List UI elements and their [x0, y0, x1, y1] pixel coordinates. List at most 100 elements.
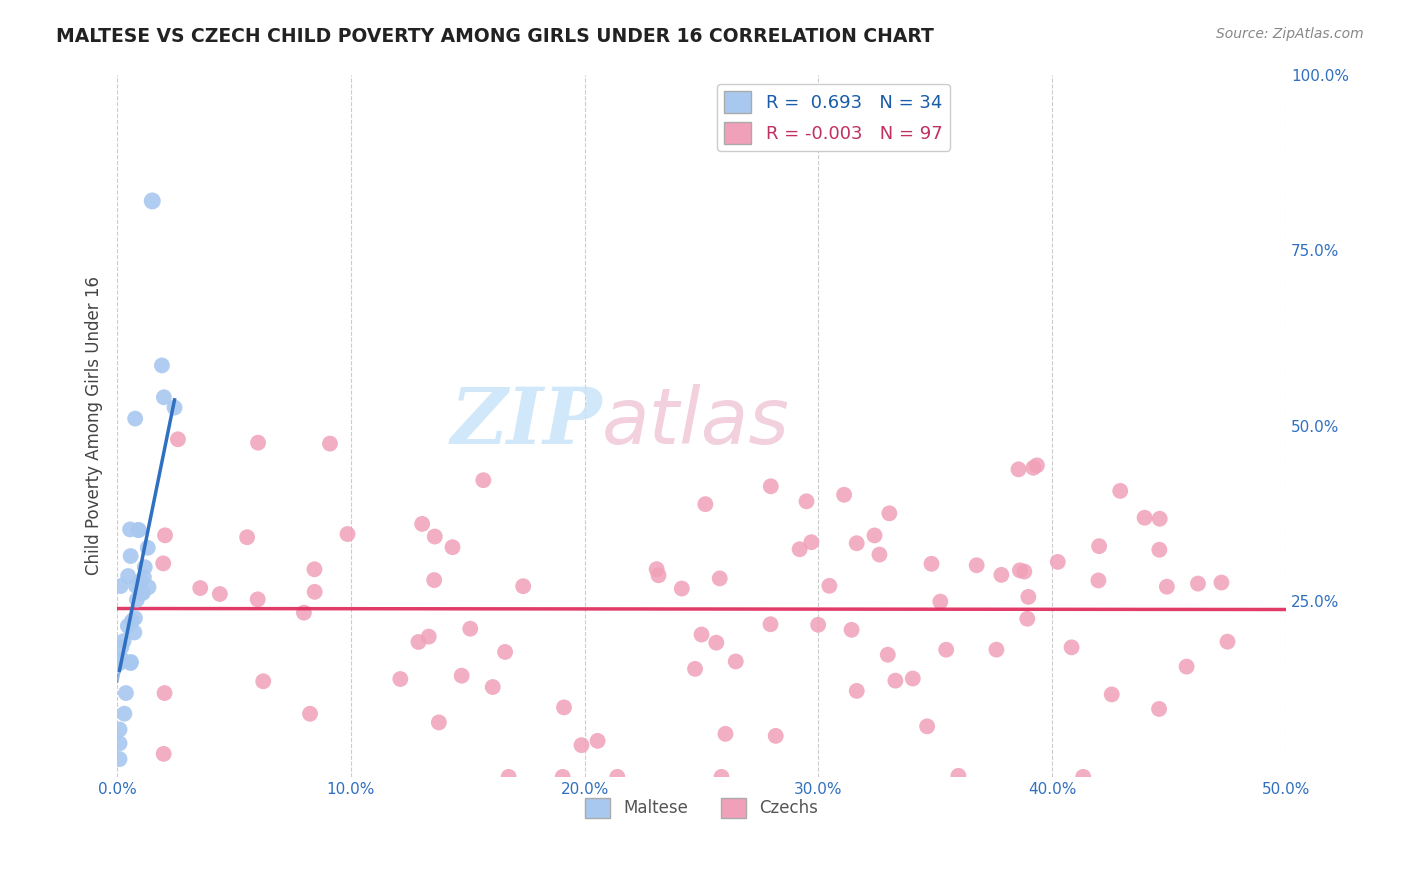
Point — [152, 747, 174, 761]
Point — [458, 622, 481, 636]
Point — [935, 642, 957, 657]
Point — [112, 706, 135, 721]
Point — [132, 570, 155, 584]
Point — [1007, 462, 1029, 476]
Point — [1101, 687, 1123, 701]
Point — [1022, 460, 1045, 475]
Point — [704, 635, 727, 649]
Point — [112, 634, 135, 648]
Point — [129, 574, 152, 589]
Point — [110, 640, 132, 655]
Point — [167, 432, 190, 446]
Point — [336, 527, 359, 541]
Point — [481, 680, 503, 694]
Point — [1046, 555, 1069, 569]
Point — [948, 769, 970, 783]
Point — [127, 523, 149, 537]
Point — [128, 523, 150, 537]
Point — [1014, 565, 1036, 579]
Point — [551, 770, 574, 784]
Point — [132, 586, 155, 600]
Point — [1087, 574, 1109, 588]
Point — [901, 672, 924, 686]
Point — [138, 580, 160, 594]
Point — [1156, 580, 1178, 594]
Point — [136, 541, 159, 555]
Point — [125, 592, 148, 607]
Point — [879, 506, 901, 520]
Point — [298, 706, 321, 721]
Point — [868, 548, 890, 562]
Point — [117, 569, 139, 583]
Point — [108, 736, 131, 750]
Point — [1017, 590, 1039, 604]
Point — [1008, 563, 1031, 577]
Point — [110, 579, 132, 593]
Point — [389, 672, 412, 686]
Text: Source: ZipAtlas.com: Source: ZipAtlas.com — [1216, 27, 1364, 41]
Point — [117, 619, 139, 633]
Point — [800, 535, 823, 549]
Point — [915, 719, 938, 733]
Point — [134, 560, 156, 574]
Point — [1060, 640, 1083, 655]
Point — [163, 401, 186, 415]
Point — [120, 655, 142, 669]
Point — [411, 516, 433, 531]
Point — [695, 497, 717, 511]
Point — [129, 586, 152, 600]
Point — [709, 571, 731, 585]
Point — [807, 617, 830, 632]
Point — [427, 715, 450, 730]
Point — [450, 668, 472, 682]
Point — [1149, 512, 1171, 526]
Legend: Maltese, Czechs: Maltese, Czechs — [578, 791, 825, 825]
Point — [292, 606, 315, 620]
Point — [759, 479, 782, 493]
Point — [418, 630, 440, 644]
Y-axis label: Child Poverty Among Girls Under 16: Child Poverty Among Girls Under 16 — [86, 277, 103, 575]
Point — [121, 614, 143, 628]
Point — [153, 686, 176, 700]
Text: atlas: atlas — [602, 384, 790, 460]
Point — [208, 587, 231, 601]
Point — [108, 752, 131, 766]
Point — [111, 652, 134, 666]
Point — [120, 523, 142, 537]
Point — [494, 645, 516, 659]
Point — [845, 684, 868, 698]
Point — [472, 473, 495, 487]
Point — [246, 592, 269, 607]
Point — [498, 770, 520, 784]
Point — [710, 770, 733, 784]
Point — [966, 558, 988, 573]
Point — [120, 656, 142, 670]
Point — [765, 729, 787, 743]
Text: ZIP: ZIP — [450, 384, 602, 460]
Point — [153, 528, 176, 542]
Point — [408, 635, 430, 649]
Point — [304, 562, 326, 576]
Point — [124, 411, 146, 425]
Point — [1175, 659, 1198, 673]
Point — [714, 727, 737, 741]
Point — [188, 581, 211, 595]
Point — [247, 435, 270, 450]
Point — [671, 582, 693, 596]
Point — [108, 656, 131, 670]
Point — [841, 623, 863, 637]
Point — [423, 530, 446, 544]
Point — [863, 528, 886, 542]
Point — [690, 627, 713, 641]
Point — [152, 557, 174, 571]
Point — [1109, 483, 1132, 498]
Point — [441, 540, 464, 554]
Point — [789, 542, 811, 557]
Point — [876, 648, 898, 662]
Point — [796, 494, 818, 508]
Point — [647, 568, 669, 582]
Point — [1147, 702, 1170, 716]
Point — [512, 579, 534, 593]
Point — [845, 536, 868, 550]
Point — [108, 723, 131, 737]
